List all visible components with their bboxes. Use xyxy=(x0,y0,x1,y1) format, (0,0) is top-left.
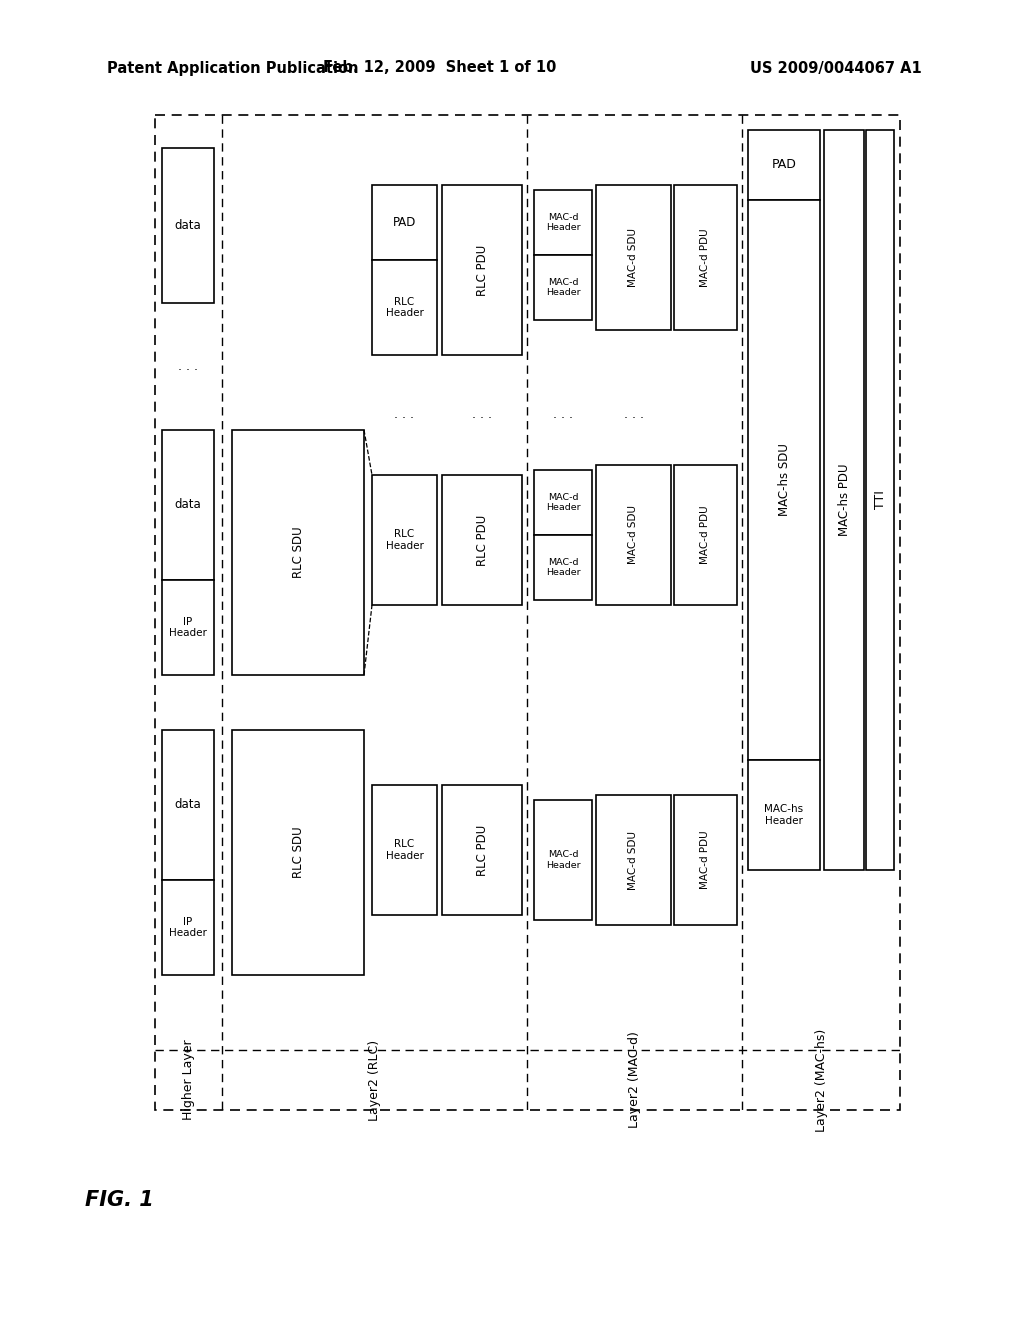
Text: MAC-hs SDU: MAC-hs SDU xyxy=(777,444,791,516)
Bar xyxy=(824,129,864,870)
Text: US 2009/0044067 A1: US 2009/0044067 A1 xyxy=(750,61,922,75)
Text: Patent Application Publication: Patent Application Publication xyxy=(106,61,358,75)
Bar xyxy=(372,185,437,260)
Bar xyxy=(162,148,214,304)
Bar xyxy=(162,730,214,880)
Bar xyxy=(162,579,214,675)
Text: RLC
Header: RLC Header xyxy=(386,840,424,861)
Bar xyxy=(748,129,820,201)
Text: MAC-d
Header: MAC-d Header xyxy=(546,850,581,870)
Bar xyxy=(442,185,522,355)
Text: RLC
Header: RLC Header xyxy=(386,297,424,318)
Text: MAC-d PDU: MAC-d PDU xyxy=(700,830,711,890)
Text: MAC-d SDU: MAC-d SDU xyxy=(629,228,639,286)
Text: MAC-hs PDU: MAC-hs PDU xyxy=(838,463,851,536)
Text: TTI: TTI xyxy=(873,491,887,510)
Text: . . .: . . . xyxy=(472,408,492,421)
Bar xyxy=(442,475,522,605)
Text: MAC-d
Header: MAC-d Header xyxy=(546,213,581,232)
Bar xyxy=(442,785,522,915)
Bar xyxy=(534,470,592,535)
Bar xyxy=(534,800,592,920)
Bar xyxy=(596,185,671,330)
Text: RLC PDU: RLC PDU xyxy=(475,515,488,566)
Text: RLC PDU: RLC PDU xyxy=(475,825,488,875)
Text: PAD: PAD xyxy=(393,216,416,228)
Bar xyxy=(534,535,592,601)
Text: Feb. 12, 2009  Sheet 1 of 10: Feb. 12, 2009 Sheet 1 of 10 xyxy=(324,61,557,75)
Text: IP
Header: IP Header xyxy=(169,916,207,939)
Text: MAC-d PDU: MAC-d PDU xyxy=(700,228,711,286)
Text: . . .: . . . xyxy=(624,408,643,421)
Text: IP
Header: IP Header xyxy=(169,616,207,639)
Text: Layer2 (RLC): Layer2 (RLC) xyxy=(368,1039,381,1121)
Text: Higher Layer: Higher Layer xyxy=(182,1040,195,1121)
Text: . . .: . . . xyxy=(394,408,415,421)
Text: MAC-d
Header: MAC-d Header xyxy=(546,558,581,577)
Bar xyxy=(596,795,671,925)
Text: . . .: . . . xyxy=(178,360,198,374)
Bar xyxy=(232,730,364,975)
Bar xyxy=(372,260,437,355)
Text: RLC
Header: RLC Header xyxy=(386,529,424,550)
Bar xyxy=(232,430,364,675)
Text: MAC-d
Header: MAC-d Header xyxy=(546,492,581,512)
Bar xyxy=(674,465,737,605)
Text: RLC SDU: RLC SDU xyxy=(292,527,304,578)
Text: PAD: PAD xyxy=(771,158,797,172)
Bar xyxy=(162,430,214,579)
Bar xyxy=(534,255,592,319)
Bar xyxy=(162,880,214,975)
Bar xyxy=(534,190,592,255)
Text: MAC-d PDU: MAC-d PDU xyxy=(700,506,711,565)
Text: Layer2 (MAC-d): Layer2 (MAC-d) xyxy=(628,1031,641,1129)
Bar xyxy=(748,760,820,870)
Bar xyxy=(372,475,437,605)
Bar xyxy=(155,115,900,1110)
Bar xyxy=(748,201,820,760)
Text: data: data xyxy=(175,219,202,232)
Text: . . .: . . . xyxy=(553,408,573,421)
Bar xyxy=(674,795,737,925)
Text: MAC-d SDU: MAC-d SDU xyxy=(629,830,639,890)
Text: RLC SDU: RLC SDU xyxy=(292,826,304,878)
Text: data: data xyxy=(175,499,202,511)
Text: Layer2 (MAC-hs): Layer2 (MAC-hs) xyxy=(814,1028,827,1131)
Text: MAC-d SDU: MAC-d SDU xyxy=(629,506,639,565)
Text: RLC PDU: RLC PDU xyxy=(475,244,488,296)
Text: MAC-d
Header: MAC-d Header xyxy=(546,277,581,297)
Bar xyxy=(866,129,894,870)
Bar xyxy=(596,465,671,605)
Text: data: data xyxy=(175,799,202,812)
Text: MAC-hs
Header: MAC-hs Header xyxy=(765,804,804,826)
Text: FIG. 1: FIG. 1 xyxy=(85,1191,154,1210)
Bar xyxy=(372,785,437,915)
Bar xyxy=(674,185,737,330)
